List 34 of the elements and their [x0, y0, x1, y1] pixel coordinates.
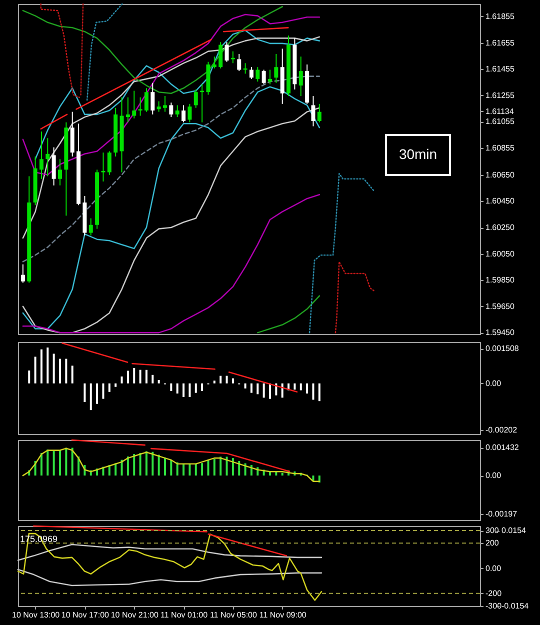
annotation: 30min [398, 146, 438, 162]
y-tick-label: 1.61455 [486, 64, 515, 74]
y-tick-label: 200 [486, 538, 500, 548]
x-tick-label: 11 Nov 01:00 [160, 610, 208, 620]
y-tick-label: 1.61855 [486, 12, 515, 21]
y-tick-label: -200 [486, 588, 502, 598]
y-tick-label: 300 [486, 526, 500, 536]
y-tick-label: -0.00197 [486, 509, 518, 518]
y-tick-label: -300 [486, 602, 502, 610]
y2-tick-label: 0.0154 [502, 526, 527, 536]
y-tick-label: 1.60250 [486, 223, 515, 232]
y-tick-label: 0.00 [486, 471, 502, 480]
x-tick-label: 10 Nov 13:00 [12, 610, 60, 620]
y-tick-label: 0.001432 [486, 443, 520, 452]
y-tick-label: 1.60450 [486, 196, 515, 206]
y-tick-label: 1.59650 [486, 302, 515, 311]
y-tick-label: 1.61134 [486, 106, 514, 116]
y-tick-label: 0.00 [486, 564, 502, 573]
y-tick-label: -0.00202 [486, 425, 518, 434]
y-tick-label: 0.00 [486, 378, 502, 388]
y-tick-label: 0.001508 [486, 344, 520, 354]
y-tick-label: 1.61655 [486, 38, 515, 48]
x-tick-label: 11 Nov 05:00 [210, 610, 258, 620]
y-tick-label: 1.61055 [486, 117, 515, 126]
y2-tick-label: -0.0154 [502, 602, 530, 610]
y-tick-label: 1.59450 [486, 328, 515, 338]
x-tick-label: 10 Nov 17:00 [61, 610, 110, 620]
y-tick-label: 1.60650 [486, 170, 515, 180]
y-tick-label: 1.59850 [486, 276, 515, 285]
y-tick-label: 1.61255 [486, 90, 515, 100]
y-tick-label: 1.60050 [486, 249, 515, 258]
x-tick-label: 10 Nov 21:00 [110, 610, 159, 620]
y-tick-label: 1.60855 [486, 143, 515, 152]
x-tick-label: 11 Nov 09:00 [259, 610, 307, 620]
